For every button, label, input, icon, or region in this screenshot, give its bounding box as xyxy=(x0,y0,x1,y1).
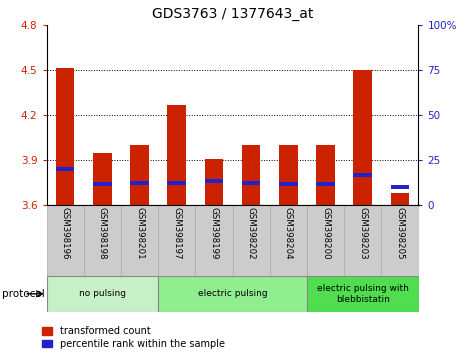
Text: electric pulsing: electric pulsing xyxy=(198,289,267,298)
Bar xyxy=(195,205,232,276)
Bar xyxy=(205,179,223,183)
Bar xyxy=(242,181,260,185)
Text: GSM398200: GSM398200 xyxy=(321,207,330,260)
Bar xyxy=(93,153,112,205)
Bar xyxy=(130,145,149,205)
Bar xyxy=(242,145,260,205)
Bar xyxy=(158,205,195,276)
Bar xyxy=(391,185,409,189)
Bar xyxy=(205,159,223,205)
Bar xyxy=(130,181,149,185)
Bar xyxy=(316,145,335,205)
Legend: transformed count, percentile rank within the sample: transformed count, percentile rank withi… xyxy=(42,326,225,349)
Bar xyxy=(279,145,298,205)
Text: GSM398198: GSM398198 xyxy=(98,207,107,260)
Bar xyxy=(279,182,298,186)
Bar xyxy=(353,173,372,177)
Text: GSM398203: GSM398203 xyxy=(358,207,367,260)
Bar xyxy=(56,68,74,205)
Text: protocol: protocol xyxy=(2,289,45,299)
Text: GSM398202: GSM398202 xyxy=(246,207,256,260)
Text: electric pulsing with
blebbistatin: electric pulsing with blebbistatin xyxy=(317,284,409,303)
Bar xyxy=(93,182,112,186)
Bar xyxy=(307,276,418,312)
Text: GSM398197: GSM398197 xyxy=(172,207,181,260)
Bar xyxy=(344,205,381,276)
Text: GSM398204: GSM398204 xyxy=(284,207,293,260)
Title: GDS3763 / 1377643_at: GDS3763 / 1377643_at xyxy=(152,7,313,21)
Text: no pulsing: no pulsing xyxy=(79,289,126,298)
Bar xyxy=(121,205,158,276)
Bar xyxy=(158,276,307,312)
Bar xyxy=(46,276,158,312)
Bar xyxy=(46,205,84,276)
Text: GSM398196: GSM398196 xyxy=(60,207,70,260)
Bar xyxy=(391,193,409,205)
Text: GSM398205: GSM398205 xyxy=(395,207,405,260)
Bar xyxy=(167,104,186,205)
Bar xyxy=(270,205,307,276)
Bar xyxy=(381,205,418,276)
Bar xyxy=(307,205,344,276)
Text: GSM398201: GSM398201 xyxy=(135,207,144,260)
Bar xyxy=(56,167,74,171)
Bar xyxy=(84,205,121,276)
Bar xyxy=(316,182,335,186)
Bar xyxy=(167,181,186,185)
Bar xyxy=(232,205,270,276)
Bar xyxy=(353,70,372,205)
Text: GSM398199: GSM398199 xyxy=(209,207,219,260)
